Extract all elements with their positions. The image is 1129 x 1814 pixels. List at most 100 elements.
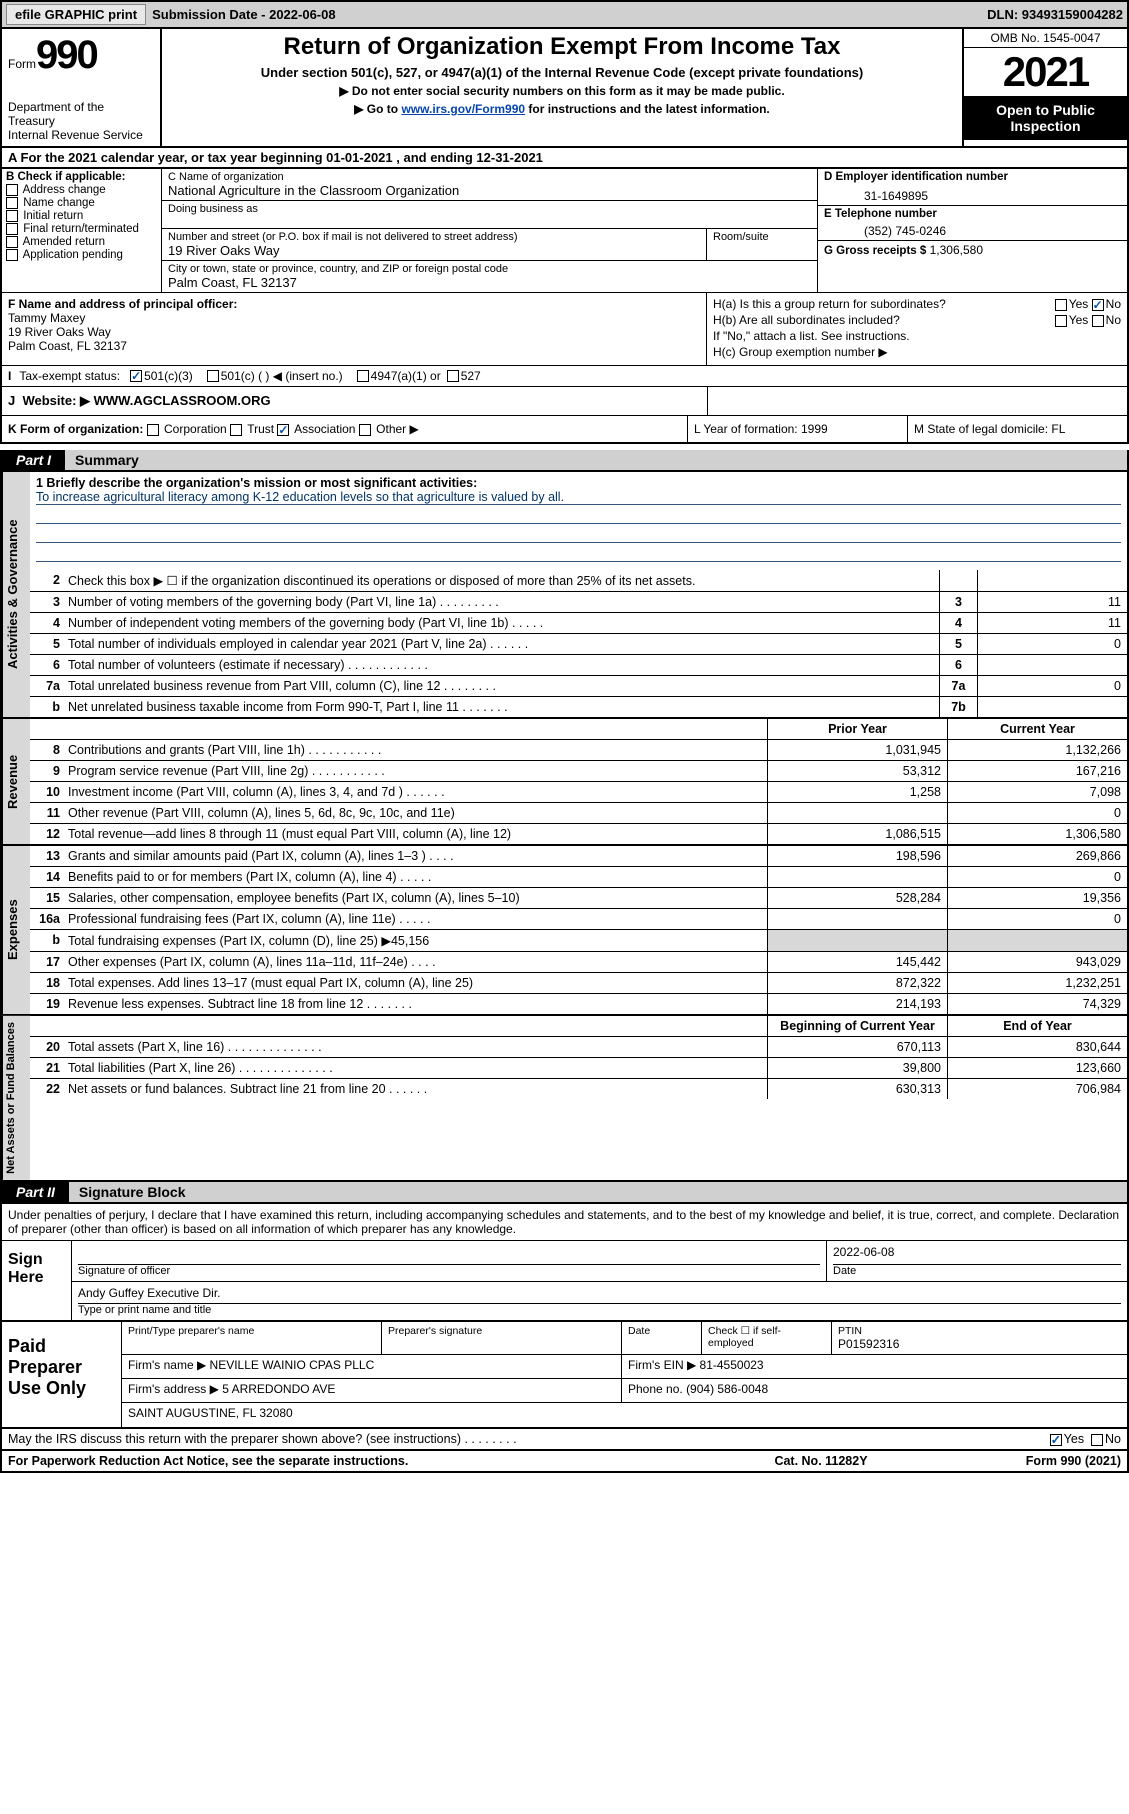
- year-formation: 1999: [801, 422, 828, 436]
- chk-527[interactable]: [447, 370, 459, 382]
- org-name: National Agriculture in the Classroom Or…: [168, 183, 811, 198]
- dba-label: Doing business as: [168, 203, 811, 215]
- h-group-return: H(a) Is this a group return for subordin…: [707, 293, 1127, 365]
- sig-name-label: Type or print name and title: [78, 1304, 1121, 1316]
- gov-row: 5Total number of individuals employed in…: [30, 634, 1127, 655]
- addr-value: 19 River Oaks Way: [168, 243, 700, 258]
- block-bcde: B Check if applicable: Address change Na…: [0, 169, 1129, 292]
- omb-number: OMB No. 1545-0047: [964, 29, 1127, 48]
- data-row: 12Total revenue—add lines 8 through 11 (…: [30, 824, 1127, 844]
- tax-year: 2021: [964, 48, 1127, 96]
- paid-preparer-block: Paid Preparer Use Only Print/Type prepar…: [0, 1322, 1129, 1429]
- suite-label: Room/suite: [713, 231, 811, 243]
- officer-addr1: 19 River Oaks Way: [8, 325, 700, 339]
- data-row: 14Benefits paid to or for members (Part …: [30, 867, 1127, 888]
- irs-link[interactable]: www.irs.gov/Form990: [401, 102, 525, 116]
- chk-initial-return[interactable]: Initial return: [6, 210, 157, 222]
- data-row: 22Net assets or fund balances. Subtract …: [30, 1079, 1127, 1099]
- form-title: Return of Organization Exempt From Incom…: [172, 33, 952, 61]
- firm-name: NEVILLE WAINIO CPAS PLLC: [210, 1358, 375, 1372]
- efile-print-button[interactable]: efile GRAPHIC print: [6, 4, 146, 25]
- chk-4947[interactable]: [357, 370, 369, 382]
- form-label: Form: [8, 57, 36, 71]
- row-j-website: J Website: ▶ WWW.AGCLASSROOM.ORG: [0, 386, 1129, 415]
- revenue-header: Prior Year Current Year: [30, 719, 1127, 740]
- vtab-expenses: Expenses: [2, 846, 30, 1014]
- city-label: City or town, state or province, country…: [168, 263, 811, 275]
- form-header: Form990 Department of the Treasury Inter…: [0, 29, 1129, 148]
- data-row: 15Salaries, other compensation, employee…: [30, 888, 1127, 909]
- discuss-row: May the IRS discuss this return with the…: [0, 1429, 1129, 1451]
- data-row: 13Grants and similar amounts paid (Part …: [30, 846, 1127, 867]
- top-bar: efile GRAPHIC print Submission Date - 20…: [0, 0, 1129, 29]
- section-governance: Activities & Governance 1 Briefly descri…: [0, 472, 1129, 719]
- gross-receipts-label: G Gross receipts $: [824, 245, 926, 257]
- submission-date: Submission Date - 2022-06-08: [152, 7, 336, 22]
- part-i-tab: Part I: [2, 450, 65, 470]
- gov-row: bNet unrelated business taxable income f…: [30, 697, 1127, 717]
- section-expenses: Expenses 13Grants and similar amounts pa…: [0, 846, 1129, 1016]
- phone-value: (352) 745-0246: [824, 224, 1121, 238]
- f-officer: F Name and address of principal officer:…: [2, 293, 707, 365]
- vtab-revenue: Revenue: [2, 719, 30, 844]
- prep-name-col: Print/Type preparer's name: [122, 1322, 382, 1354]
- form-id-block: Form990 Department of the Treasury Inter…: [2, 29, 162, 146]
- addr-label: Number and street (or P.O. box if mail i…: [168, 231, 700, 243]
- discuss-yes[interactable]: [1050, 1434, 1062, 1446]
- firm-phone: (904) 586-0048: [686, 1382, 768, 1396]
- chk-501c3[interactable]: [130, 370, 142, 382]
- net-header: Beginning of Current Year End of Year: [30, 1016, 1127, 1037]
- data-row: 16aProfessional fundraising fees (Part I…: [30, 909, 1127, 930]
- open-to-public: Open to Public Inspection: [964, 96, 1127, 140]
- gov-row: 6Total number of volunteers (estimate if…: [30, 655, 1127, 676]
- ein-label: D Employer identification number: [824, 171, 1121, 183]
- instr-goto: ▶ Go to www.irs.gov/Form990 for instruct…: [172, 102, 952, 116]
- chk-other[interactable]: [359, 424, 371, 436]
- row-k-form-org: K Form of organization: Corporation Trus…: [0, 415, 1129, 444]
- chk-name-change[interactable]: Name change: [6, 197, 157, 209]
- penalties-text: Under penalties of perjury, I declare th…: [2, 1204, 1127, 1241]
- sig-date-label: Date: [833, 1265, 1121, 1277]
- chk-assoc[interactable]: [277, 424, 289, 436]
- sig-date: 2022-06-08: [833, 1245, 1121, 1265]
- chk-app-pending[interactable]: Application pending: [6, 249, 157, 261]
- part-ii-header: Part II Signature Block: [0, 1182, 1129, 1204]
- chk-501c[interactable]: [207, 370, 219, 382]
- data-row: 17Other expenses (Part IX, column (A), l…: [30, 952, 1127, 973]
- data-row: 18Total expenses. Add lines 13–17 (must …: [30, 973, 1127, 994]
- chk-trust[interactable]: [230, 424, 242, 436]
- b-header: B Check if applicable:: [6, 171, 157, 183]
- prep-selfemp-col: Check ☐ if self-employed: [702, 1322, 832, 1354]
- data-row: 19Revenue less expenses. Subtract line 1…: [30, 994, 1127, 1014]
- gross-receipts-value: 1,306,580: [930, 243, 983, 257]
- website-value: WWW.AGCLASSROOM.ORG: [94, 393, 271, 408]
- data-row: 9Program service revenue (Part VIII, lin…: [30, 761, 1127, 782]
- chk-amended[interactable]: Amended return: [6, 236, 157, 248]
- phone-label: E Telephone number: [824, 208, 1121, 220]
- vtab-governance: Activities & Governance: [2, 472, 30, 717]
- org-name-label: C Name of organization: [168, 171, 811, 183]
- gov-row: 7aTotal unrelated business revenue from …: [30, 676, 1127, 697]
- officer-name: Tammy Maxey: [8, 311, 700, 325]
- dept-treasury: Department of the Treasury: [8, 100, 154, 128]
- line-a-tax-year: A For the 2021 calendar year, or tax yea…: [0, 148, 1129, 169]
- data-row: 21Total liabilities (Part X, line 26) . …: [30, 1058, 1127, 1079]
- sig-name: Andy Guffey Executive Dir.: [78, 1286, 1121, 1304]
- discuss-no[interactable]: [1091, 1434, 1103, 1446]
- firm-ein: 81-4550023: [700, 1358, 764, 1372]
- data-row: 11Other revenue (Part VIII, column (A), …: [30, 803, 1127, 824]
- bottom-footer: For Paperwork Reduction Act Notice, see …: [0, 1451, 1129, 1473]
- col-de: D Employer identification number 31-1649…: [817, 169, 1127, 292]
- chk-corp[interactable]: [147, 424, 159, 436]
- firm-addr2: SAINT AUGUSTINE, FL 32080: [122, 1403, 1127, 1427]
- row-i-tax-exempt: I Tax-exempt status: 501(c)(3) 501(c) ( …: [0, 365, 1129, 386]
- signature-block: Under penalties of perjury, I declare th…: [0, 1204, 1129, 1322]
- mission-block: 1 Briefly describe the organization's mi…: [30, 472, 1127, 570]
- chk-address-change[interactable]: Address change: [6, 184, 157, 196]
- col-b-checkboxes: B Check if applicable: Address change Na…: [2, 169, 162, 292]
- chk-final-return[interactable]: Final return/terminated: [6, 223, 157, 235]
- data-row: 10Investment income (Part VIII, column (…: [30, 782, 1127, 803]
- paid-preparer-label: Paid Preparer Use Only: [2, 1322, 122, 1427]
- dln: DLN: 93493159004282: [987, 7, 1123, 22]
- city-value: Palm Coast, FL 32137: [168, 275, 811, 290]
